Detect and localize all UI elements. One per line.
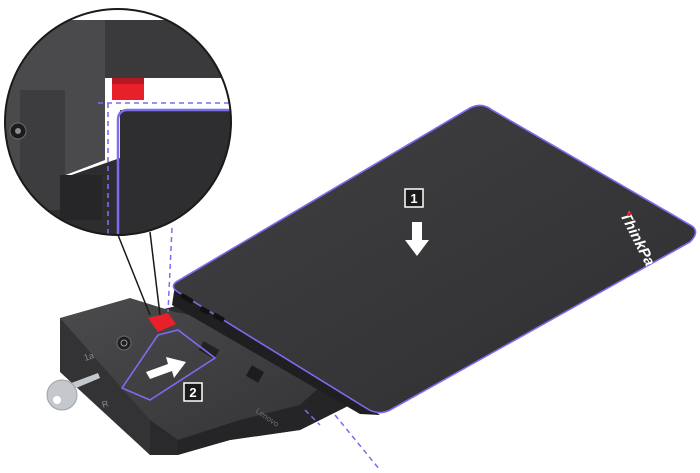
arrow-push-icon [146,357,186,379]
arrow-down-icon [405,222,429,256]
dock-red-latch[interactable] [148,313,176,332]
step-2-number: 2 [189,385,196,400]
step-1-callout: 1 [404,188,429,256]
docking-station: 1a L R Lenovo [60,298,350,455]
key-icon [46,373,100,411]
dock-lock-label-r: R [101,398,111,410]
guide-lines [167,227,381,471]
step-2-callout: 2 [120,329,217,402]
dock-key-label: 1a [83,350,96,363]
magnifier-ring [4,8,232,236]
power-button-icon[interactable] [116,335,132,351]
dock-front-face [60,318,150,455]
laptop-lid [172,104,697,414]
step-1-number: 1 [410,191,417,206]
lever-outline [120,329,217,401]
laptop: ThinkPad [172,104,697,415]
